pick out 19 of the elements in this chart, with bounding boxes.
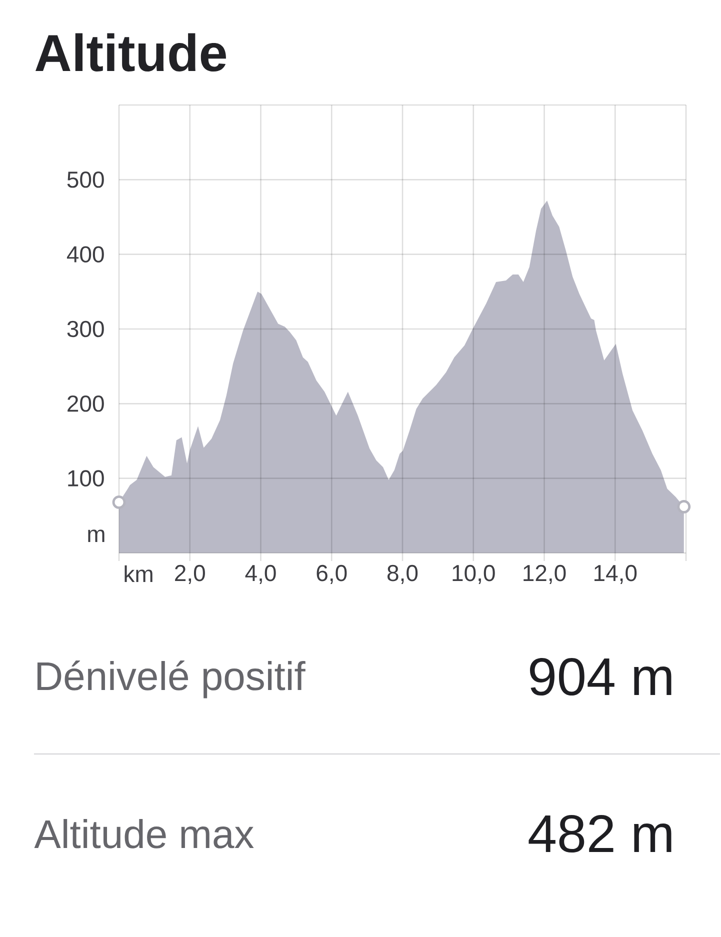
x-tick-label: 6,0 — [316, 564, 347, 584]
y-tick-label: 100 — [68, 470, 104, 486]
x-tick-label: 8,0 — [388, 564, 418, 584]
y-tick-label: 200 — [68, 396, 104, 412]
text: Dénivelé positif — [38, 660, 306, 698]
y-axis-title: m — [88, 530, 104, 542]
y-tick-label: 300 — [67, 320, 104, 338]
y-tick-label: 400 — [67, 246, 104, 262]
chart-title: Altitude — [36, 33, 226, 72]
x-tick-label: 10,0 — [452, 564, 495, 584]
text: 904 m — [530, 658, 672, 696]
x-tick-label: 4,0 — [245, 564, 276, 584]
x-tick-label: 12,0 — [524, 564, 566, 584]
x-tick-label: 14,0 — [594, 564, 637, 584]
text: Altitude max — [34, 819, 254, 848]
text: 482 m — [528, 815, 672, 853]
x-tick-label: 2,0 — [175, 564, 206, 584]
x-axis-title: km — [124, 565, 152, 582]
y-tick-label: 500 — [67, 172, 104, 188]
